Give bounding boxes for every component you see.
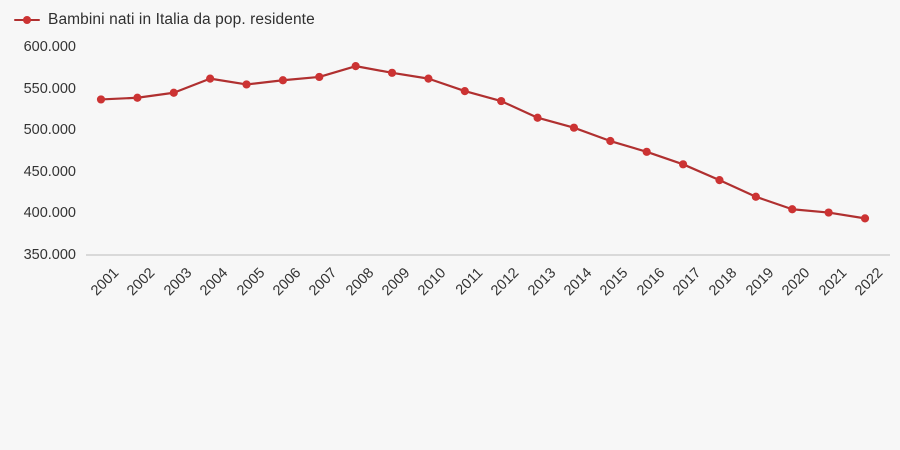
series-line: [99, 65, 867, 220]
axis-baseline: [86, 254, 890, 256]
line-with-dot-marker-icon: [14, 13, 40, 27]
data-point-marker[interactable]: [824, 208, 833, 217]
data-point-marker[interactable]: [642, 147, 651, 156]
data-point-marker[interactable]: [751, 192, 760, 201]
data-point-marker[interactable]: [315, 72, 324, 82]
data-point-marker[interactable]: [169, 88, 178, 97]
data-point-marker[interactable]: [242, 80, 251, 89]
data-point-marker[interactable]: [606, 136, 615, 146]
data-point-marker[interactable]: [96, 95, 106, 104]
data-point-marker[interactable]: [860, 214, 870, 223]
y-axis-tick-label: 450.000: [23, 163, 76, 180]
data-point-marker[interactable]: [351, 62, 360, 71]
data-point-marker[interactable]: [278, 76, 287, 85]
data-point-marker[interactable]: [679, 160, 688, 169]
data-point-marker[interactable]: [460, 87, 469, 96]
chart-legend: Bambini nati in Italia da pop. residente: [14, 8, 315, 32]
y-axis-tick-label: 500.000: [23, 122, 76, 139]
data-point-marker[interactable]: [533, 113, 542, 122]
data-point-marker[interactable]: [133, 93, 142, 102]
data-point-marker[interactable]: [206, 74, 215, 83]
data-point-marker[interactable]: [788, 205, 797, 214]
y-axis-tick-label: 600.000: [23, 39, 76, 55]
data-point-marker[interactable]: [569, 123, 579, 132]
data-point-marker[interactable]: [715, 176, 724, 185]
data-point-marker[interactable]: [387, 68, 397, 77]
data-point-marker[interactable]: [497, 96, 506, 106]
data-point-marker[interactable]: [424, 74, 433, 83]
y-axis-tick-label: 400.000: [23, 205, 76, 222]
y-axis-tick-label: 550.000: [23, 80, 76, 97]
y-axis-tick-label: 350.000: [23, 247, 76, 263]
legend-item-label: Bambini nati in Italia da pop. residente: [48, 11, 315, 28]
